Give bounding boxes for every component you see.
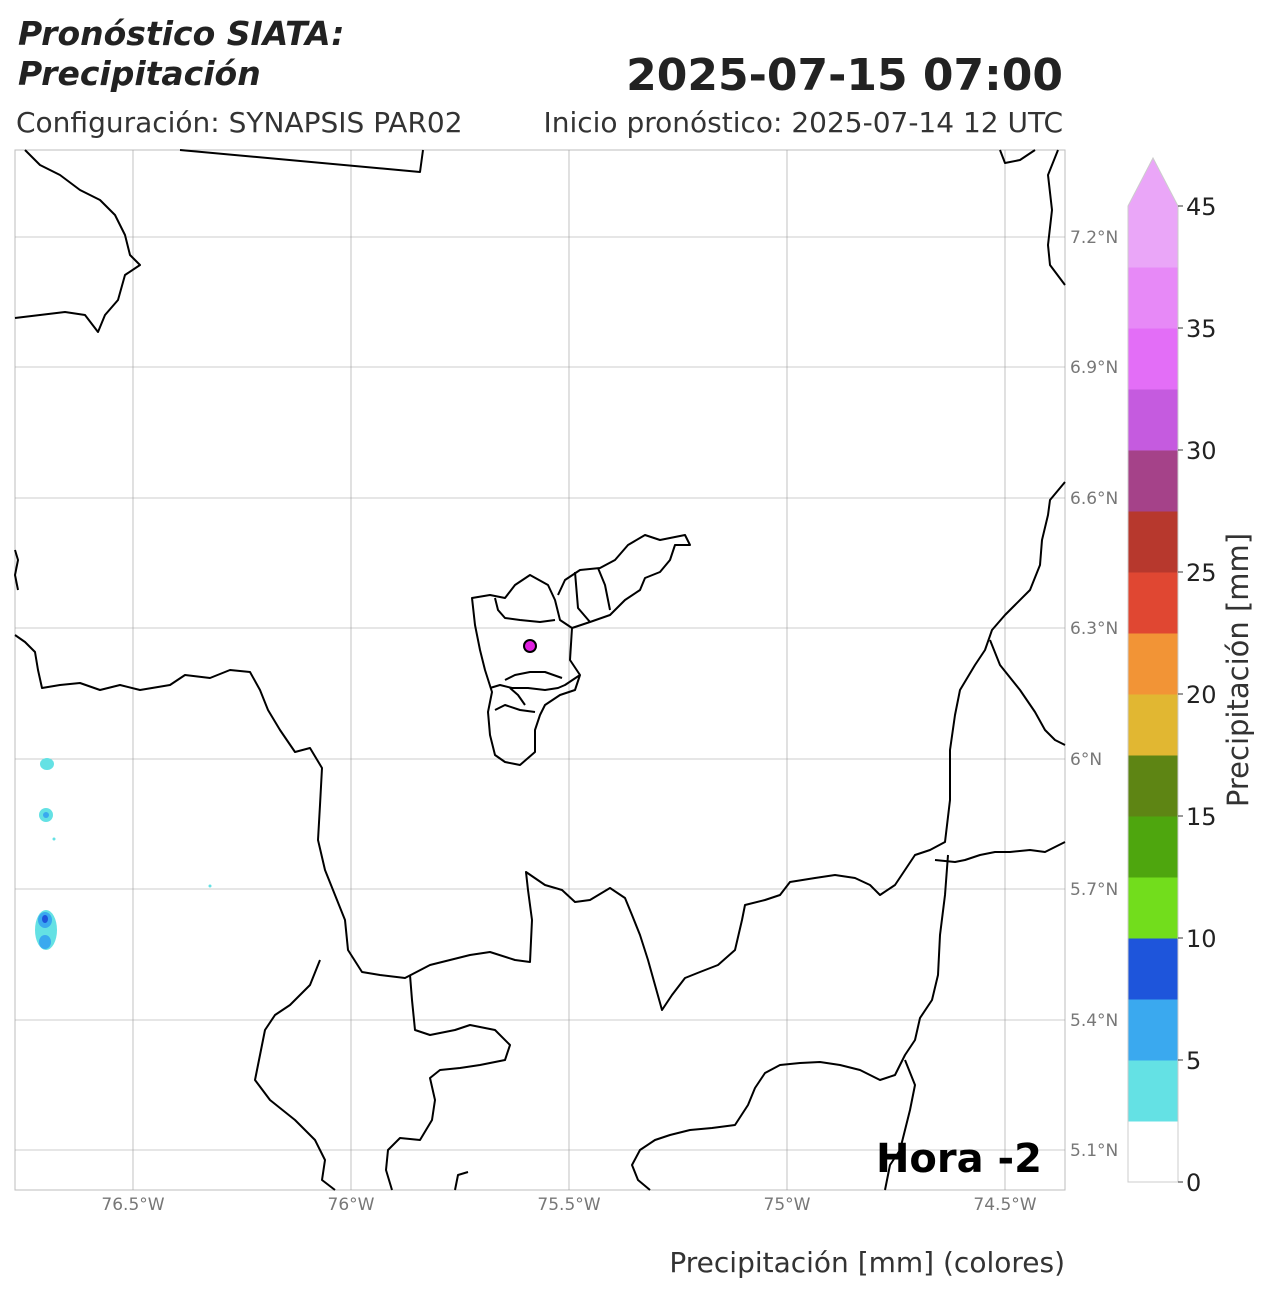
colorbar-segment [1128,633,1178,695]
xaxis-label: Precipitación [mm] (colores) [669,1246,1065,1279]
colorbar-tick-label: 30 [1186,437,1217,465]
chart-title: Pronóstico SIATA: Precipitación [18,14,344,94]
lon-tick-label: 74.5°W [973,1195,1036,1215]
gridlines [15,150,1065,1190]
forecast-start-label: Inicio pronóstico: 2025-07-14 12 UTC [543,106,1063,139]
colorbar-tick-label: 15 [1186,803,1217,831]
colorbar-outline [1127,156,1179,1183]
colorbar-extend-arrow [1128,158,1178,206]
colorbar-tick-label: 25 [1186,559,1217,587]
longitude-ticks: 76.5°W 76°W 75.5°W 75°W 74.5°W [101,1195,1036,1215]
colorbar-segment [1128,755,1178,817]
lat-tick-label: 7.2°N [1070,228,1118,248]
hour-label: Hora -2 [876,1136,1042,1182]
colorbar-segment [1128,511,1178,573]
lat-tick-label: 5.7°N [1070,880,1118,900]
lon-tick-label: 75°W [764,1195,811,1215]
colorbar-segment [1128,1121,1178,1183]
lat-tick-label: 6.9°N [1070,358,1118,378]
colorbar-tick-label: 0 [1186,1169,1201,1197]
colorbar-segment [1128,999,1178,1061]
colorbar-segment [1128,267,1178,329]
colorbar-segment [1128,694,1178,756]
colorbar-tick-label: 35 [1186,315,1217,343]
colorbar-segment [1128,450,1178,512]
lat-tick-label: 5.1°N [1070,1141,1118,1161]
colorbar-segment [1128,572,1178,634]
colorbar-segment [1128,206,1178,268]
lat-tick-label: 6.6°N [1070,489,1118,509]
title-line-1: Pronóstico SIATA: [18,14,345,53]
lon-tick-label: 76°W [328,1195,375,1215]
colorbar-tick-label: 45 [1186,193,1217,221]
map-frame [14,149,1066,1191]
department-boundaries [14,149,1066,1191]
colorbar-tick-label: 20 [1186,681,1217,709]
municipal-boundaries [471,534,691,766]
colorbar-segment [1128,328,1178,390]
colorbar: 0 5 10 15 20 25 30 35 45 [1127,156,1217,1197]
lat-tick-label: 5.4°N [1070,1011,1118,1031]
colorbar-segment [1128,1060,1178,1122]
lon-tick-label: 76.5°W [101,1195,164,1215]
lat-tick-label: 6.3°N [1070,619,1118,639]
colorbar-segment [1128,877,1178,939]
title-line-2: Precipitación [18,54,261,93]
colorbar-segment [1128,938,1178,1000]
forecast-datetime: 2025-07-15 07:00 [626,50,1063,101]
lon-tick-label: 75.5°W [537,1195,600,1215]
precipitation-cells [35,758,212,950]
colorbar-segment [1128,816,1178,878]
configuration-label: Configuración: SYNAPSIS PAR02 [16,106,463,139]
colorbar-segment [1128,389,1178,451]
lat-tick-label: 6°N [1070,750,1102,770]
station-marker [523,639,537,653]
colorbar-tick-label: 10 [1186,925,1217,953]
colorbar-label: Precipitación [mm] [1221,533,1255,807]
colorbar-tick-label: 5 [1186,1047,1201,1075]
latitude-ticks: 7.2°N 6.9°N 6.6°N 6.3°N 6°N 5.7°N 5.4°N … [1070,228,1118,1161]
